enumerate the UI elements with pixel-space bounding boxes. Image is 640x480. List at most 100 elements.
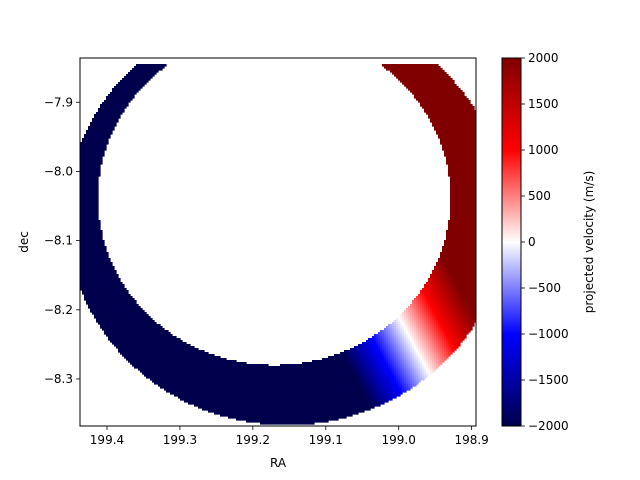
velocity-cell <box>152 320 155 323</box>
velocity-cell <box>454 194 457 197</box>
velocity-cell <box>440 104 443 107</box>
velocity-cell <box>86 238 89 241</box>
velocity-cell <box>448 126 451 129</box>
velocity-cell <box>82 138 85 141</box>
velocity-cell <box>474 312 476 315</box>
velocity-cell <box>442 104 445 107</box>
velocity-cell <box>110 306 113 309</box>
velocity-cell <box>454 216 457 219</box>
velocity-cell <box>454 184 457 187</box>
velocity-cell <box>90 248 93 251</box>
velocity-cell <box>428 88 431 91</box>
velocity-cell <box>124 82 127 85</box>
velocity-cell <box>90 166 93 169</box>
velocity-cell <box>450 228 453 231</box>
velocity-cell <box>120 310 123 313</box>
velocity-cell <box>422 298 425 301</box>
velocity-cell <box>108 108 111 111</box>
velocity-cell <box>442 264 445 267</box>
velocity-cell <box>464 266 467 269</box>
velocity-cell <box>120 312 123 315</box>
velocity-cell <box>464 290 467 293</box>
velocity-cell <box>442 314 445 317</box>
velocity-cell <box>460 210 463 213</box>
velocity-cell <box>86 248 89 251</box>
velocity-cell <box>112 306 115 309</box>
velocity-cell <box>470 198 473 201</box>
velocity-cell <box>474 176 476 179</box>
velocity-cell <box>96 158 99 161</box>
velocity-cell <box>422 72 425 75</box>
velocity-cell <box>446 88 449 91</box>
velocity-cell <box>468 182 471 185</box>
velocity-cell <box>96 242 99 245</box>
velocity-cell <box>434 326 437 329</box>
velocity-cell <box>472 292 475 295</box>
velocity-cell <box>82 288 85 291</box>
velocity-cell <box>94 120 97 123</box>
velocity-cell <box>452 330 455 333</box>
velocity-cell <box>90 182 93 185</box>
velocity-cell <box>474 244 476 247</box>
velocity-cell <box>450 214 453 217</box>
velocity-cell <box>82 284 85 287</box>
velocity-cell <box>84 156 87 159</box>
velocity-cell <box>94 192 97 195</box>
velocity-cell <box>460 330 463 333</box>
velocity-cell <box>90 218 93 221</box>
velocity-cell <box>432 294 435 297</box>
velocity-cell <box>446 278 449 281</box>
velocity-cell <box>458 284 461 287</box>
velocity-cell <box>430 110 433 113</box>
velocity-cell <box>390 66 393 69</box>
velocity-cell <box>456 86 459 89</box>
velocity-cell <box>452 306 455 309</box>
velocity-cell <box>468 262 471 265</box>
velocity-cell <box>434 64 437 67</box>
velocity-cell <box>92 308 95 311</box>
velocity-cell <box>436 292 439 295</box>
velocity-cell <box>470 170 473 173</box>
velocity-cell <box>458 314 461 317</box>
velocity-cell <box>444 268 447 271</box>
velocity-cell <box>132 92 135 95</box>
velocity-cell <box>462 316 465 319</box>
velocity-cell <box>120 290 123 293</box>
velocity-cell <box>104 322 107 325</box>
velocity-cell <box>448 100 451 103</box>
velocity-cell <box>90 278 93 281</box>
velocity-cell <box>460 162 463 165</box>
velocity-cell <box>94 150 97 153</box>
velocity-cell <box>444 134 447 137</box>
velocity-cell <box>452 136 455 139</box>
velocity-cell <box>452 158 455 161</box>
velocity-cell <box>160 330 163 333</box>
velocity-cell <box>94 270 97 273</box>
velocity-cell <box>470 168 473 171</box>
velocity-cell <box>470 318 473 321</box>
velocity-cell <box>80 252 83 255</box>
velocity-cell <box>84 142 87 145</box>
velocity-cell <box>100 128 103 131</box>
velocity-cell <box>448 152 451 155</box>
velocity-cell <box>84 230 87 233</box>
velocity-cell <box>96 228 99 231</box>
velocity-cell <box>460 314 463 317</box>
velocity-cell <box>86 294 89 297</box>
velocity-cell <box>434 92 437 95</box>
velocity-cell <box>96 250 99 253</box>
velocity-cell <box>396 72 399 75</box>
velocity-cell <box>432 114 435 117</box>
velocity-cell <box>96 130 99 133</box>
velocity-cell <box>106 296 109 299</box>
velocity-cell <box>462 234 465 237</box>
velocity-cell <box>102 318 105 321</box>
velocity-cell <box>98 128 101 131</box>
velocity-cell <box>458 164 461 167</box>
velocity-cell <box>450 208 453 211</box>
velocity-cell <box>412 66 415 69</box>
velocity-cell <box>466 146 469 149</box>
velocity-cell <box>120 300 123 303</box>
velocity-cell <box>82 212 85 215</box>
velocity-cell <box>460 114 463 117</box>
